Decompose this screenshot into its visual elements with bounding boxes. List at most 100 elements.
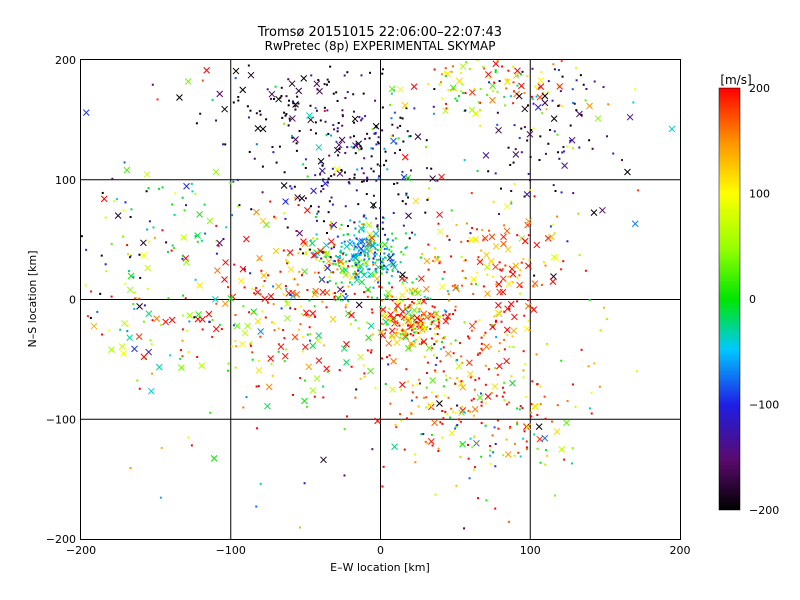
echo-dot-marker <box>165 241 168 244</box>
echo-dot-marker <box>322 260 325 263</box>
echo-dot-marker <box>536 413 539 416</box>
echo-dot-marker <box>405 276 408 279</box>
echo-cross-marker <box>568 136 576 144</box>
echo-dot-marker <box>510 200 513 203</box>
echo-dot-marker <box>441 436 444 439</box>
echo-cross-marker <box>436 211 443 219</box>
echo-dot-marker <box>390 295 393 298</box>
echo-dot-marker <box>370 349 373 352</box>
echo-dot-marker <box>86 315 89 318</box>
echo-dot-marker <box>269 200 272 203</box>
echo-dot-marker <box>196 356 199 359</box>
echo-dot-marker <box>477 256 480 259</box>
echo-dot-marker <box>495 336 498 339</box>
echo-dot-marker <box>376 225 379 228</box>
echo-dot-marker <box>530 403 533 406</box>
echo-dot-marker <box>426 361 429 364</box>
echo-dot-marker <box>385 323 388 326</box>
echo-cross-marker <box>438 173 445 181</box>
echo-dot-marker <box>288 99 291 102</box>
echo-dot-marker <box>433 354 436 357</box>
echo-dot-marker <box>340 245 343 248</box>
echo-dot-marker <box>473 87 476 90</box>
echo-dot-marker <box>549 225 552 228</box>
echo-dot-marker <box>363 214 366 217</box>
echo-dot-marker <box>372 274 375 277</box>
echo-dot-marker <box>285 287 288 290</box>
echo-dot-marker <box>133 291 136 294</box>
echo-dot-marker <box>201 79 204 82</box>
echo-cross-marker <box>405 212 412 220</box>
echo-dot-marker <box>377 136 380 139</box>
echo-dot-marker <box>492 200 495 203</box>
echo-dot-marker <box>419 256 422 259</box>
echo-dot-marker <box>328 200 331 203</box>
echo-dot-marker <box>295 149 298 152</box>
echo-dot-marker <box>306 288 309 291</box>
echo-dot-marker <box>503 348 506 351</box>
echo-cross-marker <box>525 262 532 270</box>
echo-cross-marker <box>337 258 345 265</box>
echo-dot-marker <box>151 83 154 86</box>
echo-dot-marker <box>370 167 373 170</box>
colorbar <box>718 87 741 511</box>
echo-dot-marker <box>509 163 512 166</box>
echo-cross-marker <box>429 175 437 182</box>
echo-dot-marker <box>491 90 494 93</box>
echo-cross-marker <box>162 318 169 326</box>
echo-dot-marker <box>344 151 347 154</box>
echo-dot-marker <box>113 200 116 203</box>
echo-dot-marker <box>524 363 527 366</box>
echo-dot-marker <box>348 182 351 185</box>
echo-dot-marker <box>493 315 496 318</box>
echo-cross-marker <box>198 362 206 370</box>
echo-dot-marker <box>401 299 404 302</box>
echo-cross-marker <box>365 240 372 247</box>
echo-cross-marker <box>495 280 503 288</box>
echo-dot-marker <box>368 257 371 260</box>
echo-dot-marker <box>361 238 364 241</box>
echo-dot-marker <box>489 449 492 452</box>
echo-dot-marker <box>439 81 442 84</box>
echo-cross-marker <box>531 280 539 287</box>
echo-dot-marker <box>181 355 184 358</box>
echo-dot-marker <box>321 164 324 167</box>
echo-dot-marker <box>526 299 529 302</box>
echo-dot-marker <box>336 99 339 102</box>
echo-dot-marker <box>425 146 428 149</box>
echo-dot-marker <box>546 454 549 457</box>
echo-dot-marker <box>343 171 346 174</box>
echo-dot-marker <box>494 172 497 175</box>
echo-dot-marker <box>474 320 477 323</box>
echo-dot-marker <box>359 267 362 270</box>
echo-dot-marker <box>467 457 470 460</box>
echo-dot-marker <box>392 259 395 262</box>
echo-dot-marker <box>396 126 399 129</box>
echo-cross-marker <box>244 322 252 330</box>
echo-dot-marker <box>333 173 336 176</box>
echo-dot-marker <box>413 107 416 110</box>
echo-dot-marker <box>280 95 283 98</box>
echo-dot-marker <box>481 349 484 352</box>
echo-cross-marker <box>324 264 331 272</box>
echo-dot-marker <box>418 310 421 313</box>
echo-cross-marker <box>353 259 361 267</box>
echo-dot-marker <box>366 248 369 251</box>
echo-dot-marker <box>353 248 356 251</box>
echo-cross-marker <box>668 125 676 133</box>
echo-dot-marker <box>355 263 358 266</box>
echo-dot-marker <box>349 281 352 284</box>
echo-dot-marker <box>366 349 369 352</box>
echo-dot-marker <box>558 104 561 107</box>
echo-dot-marker <box>348 177 351 180</box>
echo-dot-marker <box>505 87 508 90</box>
echo-cross-marker <box>239 340 246 348</box>
echo-dot-marker <box>272 151 275 154</box>
echo-dot-marker <box>471 446 474 449</box>
echo-dot-marker <box>396 320 399 323</box>
echo-dot-marker <box>194 278 197 281</box>
echo-dot-marker <box>519 292 522 295</box>
echo-cross-marker <box>203 66 210 74</box>
echo-dot-marker <box>227 362 230 365</box>
echo-dot-marker <box>382 68 385 71</box>
